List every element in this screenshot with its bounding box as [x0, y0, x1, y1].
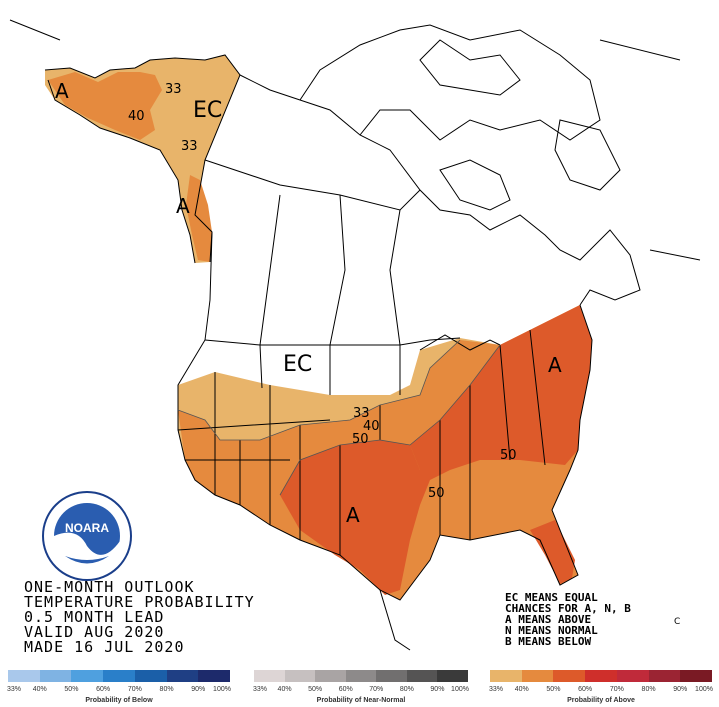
- label-c40-conus: 40: [363, 419, 380, 434]
- colorbar-above-tick: 60%: [578, 686, 593, 693]
- title-line-3: 0.5 MONTH LEAD: [24, 608, 165, 626]
- colorbar-above-tick: 100%: [695, 686, 713, 693]
- colorbar-normal-swatch: [376, 670, 407, 682]
- label-c50-south: 50: [428, 486, 445, 501]
- label-a-alaska-west: A: [55, 79, 69, 103]
- colorbar-normal-tick: 100%: [451, 686, 469, 693]
- colorbar-above-tick: 50%: [546, 686, 561, 693]
- colorbar-normal-tick: 50%: [308, 686, 323, 693]
- colorbar-above-label: Probability of Above: [567, 697, 635, 704]
- label-c-note: C: [674, 617, 680, 627]
- label-c33-ak-bottom: 33: [181, 139, 198, 154]
- colorbar-above: [490, 670, 712, 682]
- label-a-south: A: [346, 503, 360, 527]
- colorbar-normal-swatch: [437, 670, 468, 682]
- colorbar-normal-tick: 33%: [252, 686, 268, 693]
- colorbar-below-tick: 40%: [32, 686, 47, 693]
- colorbar-below-tick: 60%: [96, 686, 111, 693]
- label-ec-north: EC: [193, 98, 222, 123]
- colorbar-below-swatch: [39, 670, 72, 682]
- colorbar-below: [8, 670, 230, 682]
- colorbar-below-tick: 70%: [127, 686, 142, 693]
- colorbar-above-tick: 70%: [609, 686, 624, 693]
- colorbar-above-tick: 33%: [488, 686, 504, 693]
- title-line-4: VALID AUG 2020: [24, 623, 165, 641]
- label-c33-ak-top: 33: [165, 82, 182, 97]
- colorbar-below-tick: 50%: [64, 686, 79, 693]
- colorbar-normal-tick: 60%: [338, 686, 353, 693]
- conus-50-south-shading: [280, 440, 420, 595]
- probability-contours: [177, 339, 501, 496]
- colorbar-below-swatch: [134, 670, 167, 682]
- colorbar-above-swatch: [521, 670, 554, 682]
- colorbar-above-swatch: [553, 670, 586, 682]
- colorbar-below-swatch: [103, 670, 135, 682]
- colorbar-above-tick: 80%: [641, 686, 656, 693]
- colorbar-above-tick: 40%: [514, 686, 529, 693]
- colorbar-normal-tick: 90%: [430, 686, 445, 693]
- colorbar-below-tick: 80%: [159, 686, 174, 693]
- colorbar-normal-swatch: [315, 670, 346, 682]
- label-a-alaska-pan: A: [176, 194, 190, 218]
- label-c50-conus: 50: [352, 432, 369, 447]
- label-ec-central: EC: [283, 352, 312, 377]
- colorbar-normal-label: Probability of Near-Normal: [316, 697, 406, 704]
- note-line-2: CHANCES FOR A, N, B: [505, 602, 631, 615]
- note-line-4: N MEANS NORMAL: [505, 624, 598, 637]
- colorbar-below-label: Probability of Below: [85, 697, 153, 704]
- colorbar-above-swatch: [680, 670, 712, 682]
- title-line-5: MADE 16 JUL 2020: [24, 638, 185, 656]
- label-c50-east: 50: [500, 448, 517, 463]
- colorbar-below-tick: 33%: [6, 686, 22, 693]
- colorbar-normal-tick: 40%: [277, 686, 292, 693]
- colorbar-normal: [254, 670, 468, 682]
- colorbar-normal-tick: 70%: [369, 686, 384, 693]
- colorbar-below-swatch: [198, 670, 230, 682]
- colorbar-above-swatch: [585, 670, 617, 682]
- title-line-1: ONE-MONTH OUTLOOK: [24, 578, 195, 596]
- note-line-5: B MEANS BELOW: [505, 635, 592, 648]
- noaa-logo-text: NOARA: [65, 521, 109, 535]
- legend-notes: EC MEANS EQUAL CHANCES FOR A, N, B A MEA…: [505, 592, 631, 647]
- colorbar-normal-swatch: [254, 670, 285, 682]
- colorbar-normal-tick: 80%: [399, 686, 414, 693]
- coastlines: [9, 19, 701, 651]
- noaa-logo: NOARA: [42, 491, 132, 581]
- label-a-east: A: [548, 353, 562, 377]
- colorbar-below-tick: 100%: [213, 686, 231, 693]
- colorbar-normal-swatch: [406, 670, 438, 682]
- alaska-40-shading: [48, 72, 162, 140]
- colorbar-above-swatch: [490, 670, 522, 682]
- colorbar-below-swatch: [71, 670, 104, 682]
- florida-50-shading: [530, 520, 575, 584]
- colorbar-above-tick: 90%: [673, 686, 688, 693]
- outlook-title-block: ONE-MONTH OUTLOOK TEMPERATURE PROBABILIT…: [24, 580, 255, 655]
- colorbar-below-swatch: [8, 670, 40, 682]
- note-line-3: A MEANS ABOVE: [505, 613, 592, 626]
- label-c40-ak: 40: [128, 109, 145, 124]
- colorbar-above-swatch: [616, 670, 649, 682]
- label-c33-conus: 33: [353, 406, 370, 421]
- colorbar-below-tick: 90%: [191, 686, 206, 693]
- title-line-2: TEMPERATURE PROBABILITY: [24, 593, 255, 611]
- colorbar-below-swatch: [166, 670, 199, 682]
- colorbar-normal-swatch: [284, 670, 316, 682]
- colorbar-normal-ticks: 33% 40% 50% 60% 70% 80% 90% 100%: [252, 686, 469, 696]
- conus-50-east-shading: [410, 305, 592, 505]
- colorbar-above-ticks: 33% 40% 50% 60% 70% 80% 90% 100%: [488, 686, 713, 696]
- colorbar-above-swatch: [648, 670, 681, 682]
- note-line-1: EC MEANS EQUAL: [505, 591, 598, 604]
- map-labels: EC EC A A A A 33 40 33 33 40 50 50 50 C: [55, 79, 680, 627]
- colorbar-normal-swatch: [345, 670, 377, 682]
- colorbar-below-ticks: 33% 40% 50% 60% 70% 80% 90% 100%: [6, 686, 231, 696]
